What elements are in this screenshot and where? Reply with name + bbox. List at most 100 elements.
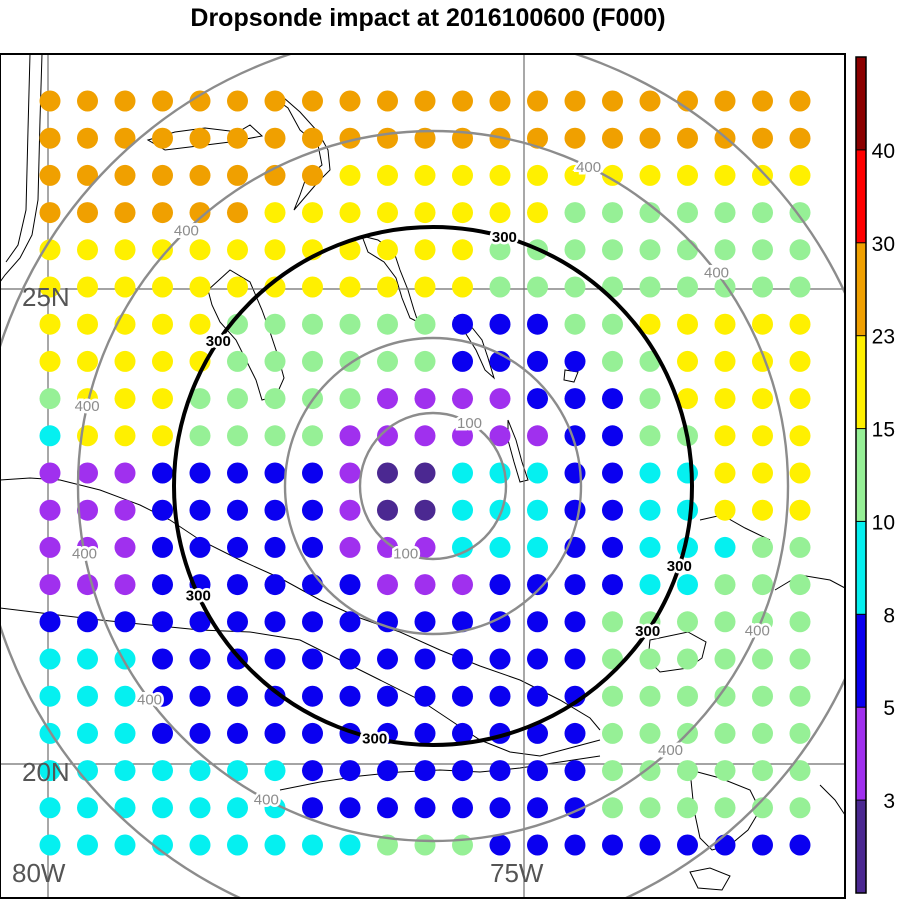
dropsonde-dot <box>39 350 61 372</box>
dropsonde-dot <box>152 90 173 112</box>
dropsonde-dot <box>264 127 286 149</box>
dropsonde-dot <box>489 648 511 670</box>
dropsonde-dot <box>77 462 98 484</box>
dropsonde-dot <box>489 574 511 596</box>
dropsonde-dot <box>377 127 398 149</box>
dropsonde-dot <box>302 462 323 484</box>
dropsonde-dot <box>302 685 323 707</box>
dropsonde-dot <box>152 202 173 224</box>
dropsonde-dot <box>527 276 548 298</box>
dropsonde-dot <box>377 760 398 782</box>
dropsonde-dot <box>114 797 136 819</box>
contour-label-400: 400 <box>137 692 162 709</box>
contour-label-400: 400 <box>658 742 683 759</box>
dropsonde-dot <box>452 276 473 298</box>
dropsonde-dot <box>639 313 661 335</box>
dropsonde-dot <box>564 276 586 298</box>
dropsonde-dot <box>714 462 736 484</box>
dropsonde-dot <box>489 239 511 261</box>
dropsonde-dot <box>752 202 773 224</box>
dropsonde-dot <box>377 425 398 447</box>
dropsonde-dot <box>339 90 361 112</box>
dropsonde-dot <box>564 164 586 186</box>
colorbar-frame <box>855 56 867 894</box>
dropsonde-dot <box>39 462 61 484</box>
dropsonde-dot <box>227 834 248 856</box>
dropsonde-dot <box>189 834 211 856</box>
dropsonde-dot <box>227 574 248 596</box>
dropsonde-dot <box>39 90 61 112</box>
dropsonde-dot <box>714 685 736 707</box>
dropsonde-dot <box>227 164 248 186</box>
dropsonde-dot <box>752 648 773 670</box>
dropsonde-dot <box>602 350 623 372</box>
dropsonde-dot <box>602 425 623 447</box>
dropsonde-dot <box>527 388 548 410</box>
dropsonde-dot <box>264 834 286 856</box>
dropsonde-dot <box>414 685 436 707</box>
dropsonde-dot <box>189 276 211 298</box>
dropsonde-dot <box>189 127 211 149</box>
haiti-coast <box>819 784 845 898</box>
dropsonde-dot <box>639 797 661 819</box>
colorbar-label: 8 <box>883 604 895 627</box>
dropsonde-dot <box>77 127 98 149</box>
dropsonde-dot <box>264 648 286 670</box>
dropsonde-dot <box>489 202 511 224</box>
dropsonde-dot <box>302 499 323 521</box>
dropsonde-dot <box>227 239 248 261</box>
contour-label-300: 300 <box>635 623 660 640</box>
dropsonde-dot <box>114 648 136 670</box>
dropsonde-dot <box>414 611 436 633</box>
dropsonde-dot <box>264 499 286 521</box>
dropsonde-dot <box>714 90 736 112</box>
dropsonde-dot <box>39 164 61 186</box>
dropsonde-dot <box>677 313 698 335</box>
dropsonde-dot <box>752 611 773 633</box>
dropsonde-dot <box>639 574 661 596</box>
dropsonde-dot <box>602 127 623 149</box>
contour-label-400: 400 <box>174 223 199 240</box>
dropsonde-dot <box>264 611 286 633</box>
dropsonde-dot <box>677 611 698 633</box>
dropsonde-dot <box>302 536 323 558</box>
colorbar-label: 23 <box>872 326 895 349</box>
dropsonde-dot <box>339 611 361 633</box>
dropsonde-dot <box>189 388 211 410</box>
dropsonde-dot <box>639 722 661 744</box>
dropsonde-dot <box>189 202 211 224</box>
dropsonde-dot <box>452 425 473 447</box>
dropsonde-dot <box>714 164 736 186</box>
dropsonde-dot <box>227 127 248 149</box>
dropsonde-dot <box>714 834 736 856</box>
dropsonde-dot <box>414 313 436 335</box>
dropsonde-dot <box>414 350 436 372</box>
dropsonde-dot <box>452 90 473 112</box>
dropsonde-dot <box>114 685 136 707</box>
dropsonde-dot <box>789 239 811 261</box>
dropsonde-dot <box>677 797 698 819</box>
dropsonde-dot <box>39 499 61 521</box>
dropsonde-dot <box>377 313 398 335</box>
dropsonde-dot <box>752 90 773 112</box>
dropsonde-dot <box>114 574 136 596</box>
colorbar-segment <box>856 428 866 522</box>
dropsonde-dot <box>489 685 511 707</box>
dropsonde-dot <box>414 127 436 149</box>
dropsonde-dot <box>227 388 248 410</box>
dropsonde-dot <box>564 202 586 224</box>
dropsonde-dot <box>77 834 98 856</box>
dropsonde-dot <box>39 574 61 596</box>
dropsonde-dot <box>789 722 811 744</box>
dropsonde-dot <box>602 313 623 335</box>
dropsonde-dot <box>752 574 773 596</box>
dropsonde-dot <box>39 276 61 298</box>
dropsonde-dot <box>39 797 61 819</box>
dropsonde-dot <box>152 834 173 856</box>
dropsonde-dot <box>414 462 436 484</box>
dropsonde-dot <box>564 760 586 782</box>
dropsonde-dot <box>227 760 248 782</box>
dropsonde-dot <box>114 90 136 112</box>
dropsonde-dot <box>264 350 286 372</box>
dropsonde-dot <box>152 276 173 298</box>
